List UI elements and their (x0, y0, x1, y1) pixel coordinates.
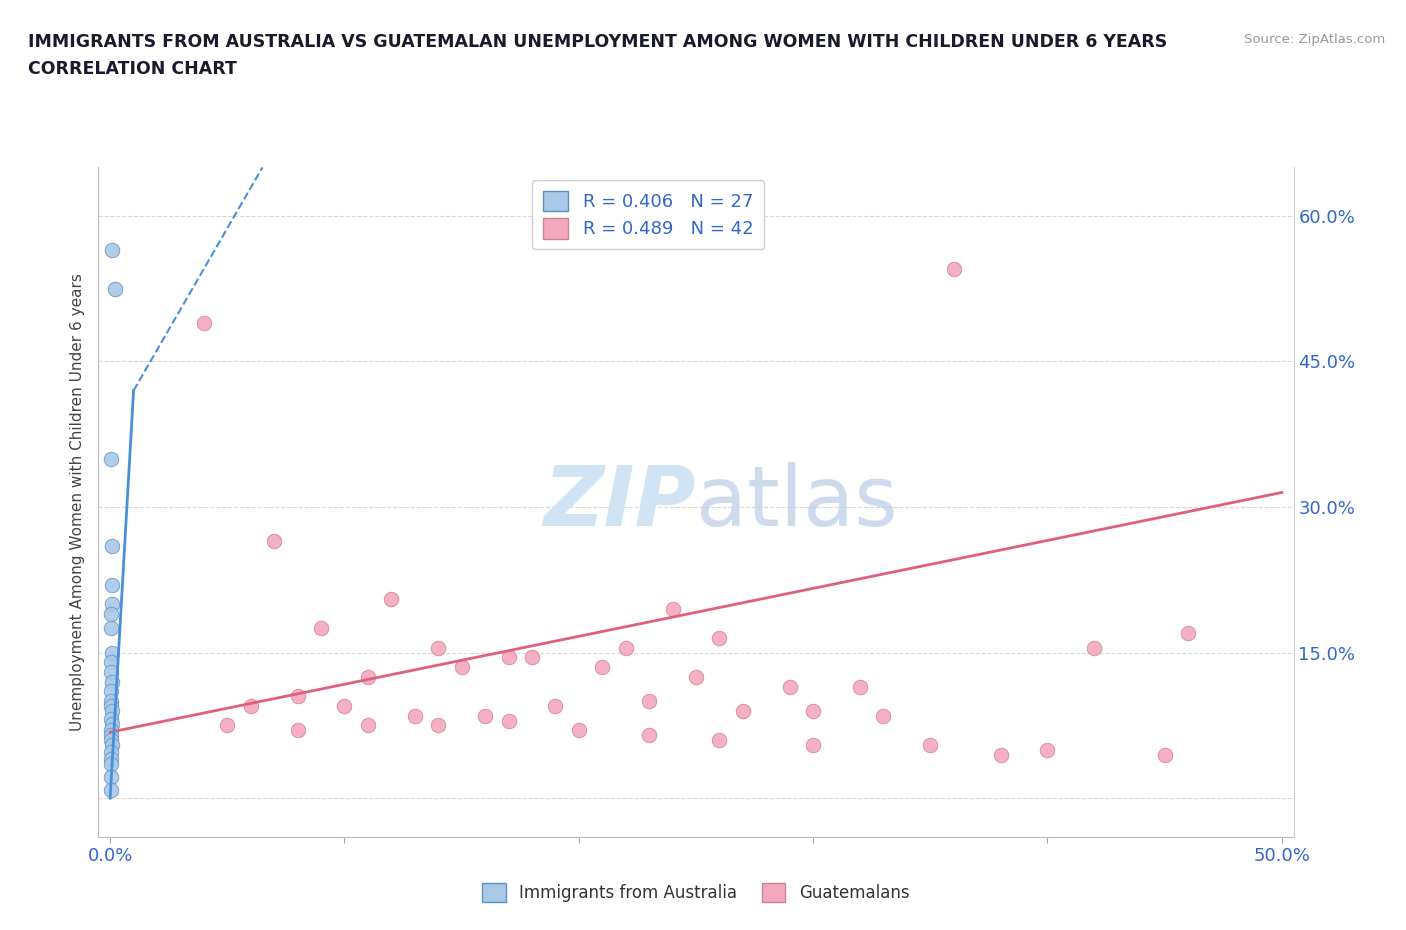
Point (101, 703, 124, 718)
Point (380, 591, 402, 606)
Point (709, 733, 731, 748)
Legend: Immigrants from Australia, Guatemalans: Immigrants from Australia, Guatemalans (475, 876, 917, 909)
Point (427, 718, 450, 733)
Point (544, 698, 567, 713)
Point (100, 752, 122, 767)
Point (849, 679, 872, 694)
Point (193, 315, 215, 330)
Text: atlas: atlas (696, 461, 897, 543)
Point (731, 703, 754, 718)
Point (100, 684, 122, 698)
Text: Source: ZipAtlas.com: Source: ZipAtlas.com (1244, 33, 1385, 46)
Point (100, 769, 122, 784)
Point (498, 650, 520, 665)
Point (638, 727, 661, 742)
Point (101, 717, 124, 732)
Point (1177, 626, 1199, 641)
Y-axis label: Unemployment Among Women with Children Under 6 years: Unemployment Among Women with Children U… (70, 273, 86, 731)
Point (801, 737, 824, 752)
Point (100, 757, 122, 772)
Point (100, 451, 122, 466)
Point (100, 621, 122, 636)
Point (498, 713, 520, 728)
Point (239, 698, 262, 713)
Point (357, 670, 380, 684)
Text: ZIP: ZIP (543, 461, 696, 543)
Point (333, 698, 356, 713)
Point (1083, 641, 1105, 656)
Point (101, 578, 124, 592)
Point (100, 733, 122, 748)
Point (100, 655, 122, 670)
Point (404, 709, 426, 724)
Point (709, 631, 731, 645)
Point (1036, 742, 1059, 757)
Point (920, 737, 942, 752)
Point (309, 621, 332, 636)
Point (101, 597, 124, 612)
Point (450, 659, 472, 674)
Point (801, 703, 824, 718)
Point (100, 698, 122, 713)
Point (101, 674, 124, 689)
Point (661, 602, 683, 617)
Point (287, 689, 309, 704)
Point (101, 645, 124, 660)
Point (100, 783, 122, 798)
Point (263, 534, 285, 549)
Point (100, 711, 122, 726)
Point (1153, 747, 1175, 762)
Point (638, 694, 661, 709)
Point (568, 723, 591, 737)
Point (100, 606, 122, 621)
Point (101, 737, 124, 752)
Point (520, 650, 543, 665)
Point (100, 727, 122, 742)
Point (872, 709, 894, 724)
Point (100, 744, 122, 759)
Point (614, 641, 637, 656)
Point (100, 665, 122, 680)
Point (287, 723, 309, 737)
Point (104, 281, 127, 296)
Text: IMMIGRANTS FROM AUSTRALIA VS GUATEMALAN UNEMPLOYMENT AMONG WOMEN WITH CHILDREN U: IMMIGRANTS FROM AUSTRALIA VS GUATEMALAN … (28, 33, 1167, 50)
Point (685, 670, 707, 684)
Point (100, 723, 122, 737)
Point (474, 709, 496, 724)
Point (101, 243, 124, 258)
Text: CORRELATION CHART: CORRELATION CHART (28, 60, 238, 78)
Point (591, 659, 613, 674)
Point (101, 538, 124, 553)
Point (427, 641, 450, 656)
Point (100, 694, 122, 709)
Point (779, 679, 801, 694)
Point (990, 747, 1012, 762)
Point (217, 718, 239, 733)
Point (357, 718, 380, 733)
Point (942, 262, 965, 277)
